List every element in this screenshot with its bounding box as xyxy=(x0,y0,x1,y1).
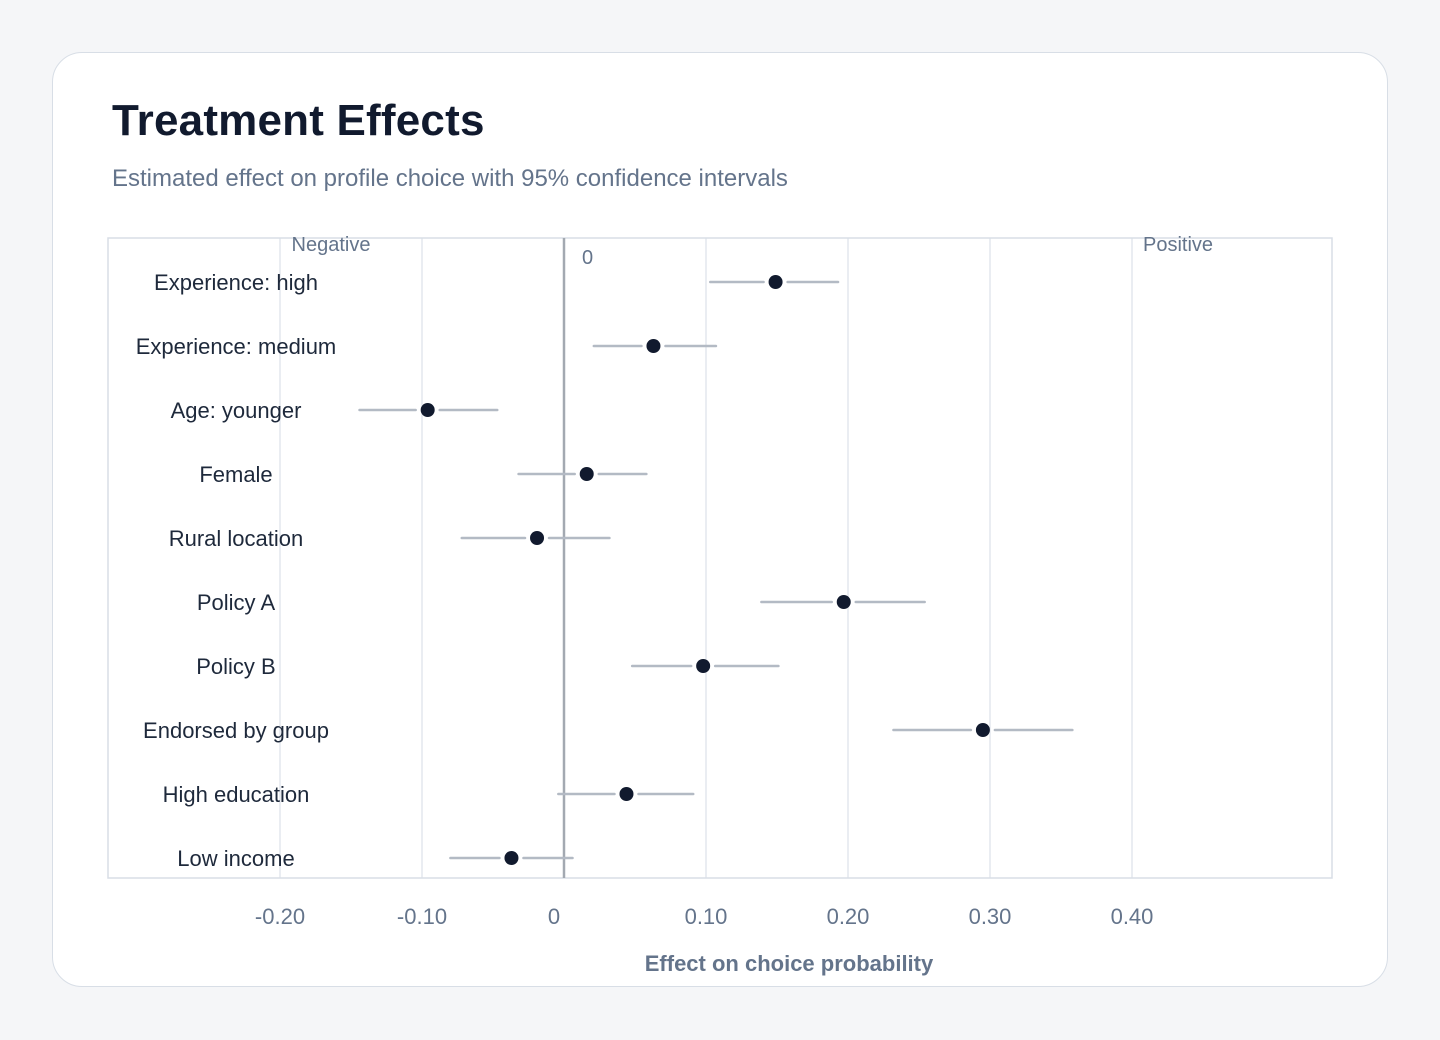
x-axis-ticks: -0.20 -0.10 0 0.10 0.20 0.30 0.40 xyxy=(255,904,1153,929)
point-estimate xyxy=(646,339,661,353)
x-tick-label: -0.20 xyxy=(255,904,305,929)
point-estimate xyxy=(619,787,634,801)
estimate-row: Policy A xyxy=(197,590,926,615)
estimate-row: Rural location xyxy=(169,526,611,551)
row-label: Experience: high xyxy=(154,270,318,295)
plot-frame xyxy=(107,237,1333,879)
estimate-rows: Experience: high Experience: medium Age: y… xyxy=(136,270,1074,871)
row-label: Endorsed by group xyxy=(143,718,329,743)
row-label: Policy B xyxy=(196,654,275,679)
point-estimate xyxy=(579,467,594,481)
x-axis-label: Effect on choice probability xyxy=(645,951,934,976)
estimate-row: Policy B xyxy=(196,654,780,679)
x-tick-label: -0.10 xyxy=(397,904,447,929)
estimate-row: Experience: medium xyxy=(136,334,718,359)
row-label: Experience: medium xyxy=(136,334,337,359)
row-label: Low income xyxy=(177,846,294,871)
x-tick-label: 0.30 xyxy=(969,904,1012,929)
estimate-row: Age: younger xyxy=(171,398,499,423)
point-estimate xyxy=(768,275,783,289)
row-label: Rural location xyxy=(169,526,304,551)
grid-lines xyxy=(279,238,1133,878)
point-estimate xyxy=(836,595,851,609)
chart-subtitle: Estimated effect on profile choice with … xyxy=(112,165,788,192)
point-estimate xyxy=(975,723,990,737)
negative-annotation: Negative xyxy=(292,234,371,256)
chart-title: Treatment Effects xyxy=(112,96,485,145)
row-label: High education xyxy=(163,782,310,807)
row-label: Female xyxy=(199,462,272,487)
x-tick-label: 0 xyxy=(548,904,560,929)
x-tick-label: 0.20 xyxy=(827,904,870,929)
row-label: Age: younger xyxy=(171,398,302,423)
estimate-row: Low income xyxy=(177,846,574,871)
estimate-row: High education xyxy=(163,782,695,807)
point-estimate xyxy=(420,403,435,417)
point-estimate xyxy=(530,531,545,545)
positive-annotation: Positive xyxy=(1143,234,1213,256)
point-estimate xyxy=(696,659,711,673)
estimate-row: Experience: high xyxy=(154,270,840,295)
x-tick-label: 0.40 xyxy=(1111,904,1154,929)
estimate-row: Endorsed by group xyxy=(143,718,1074,743)
point-estimate xyxy=(504,851,519,865)
zero-reference-label: 0 xyxy=(582,247,593,269)
row-label: Policy A xyxy=(197,590,276,615)
x-tick-label: 0.10 xyxy=(685,904,728,929)
estimate-row: Female xyxy=(199,462,648,487)
chart-card xyxy=(52,52,1388,987)
